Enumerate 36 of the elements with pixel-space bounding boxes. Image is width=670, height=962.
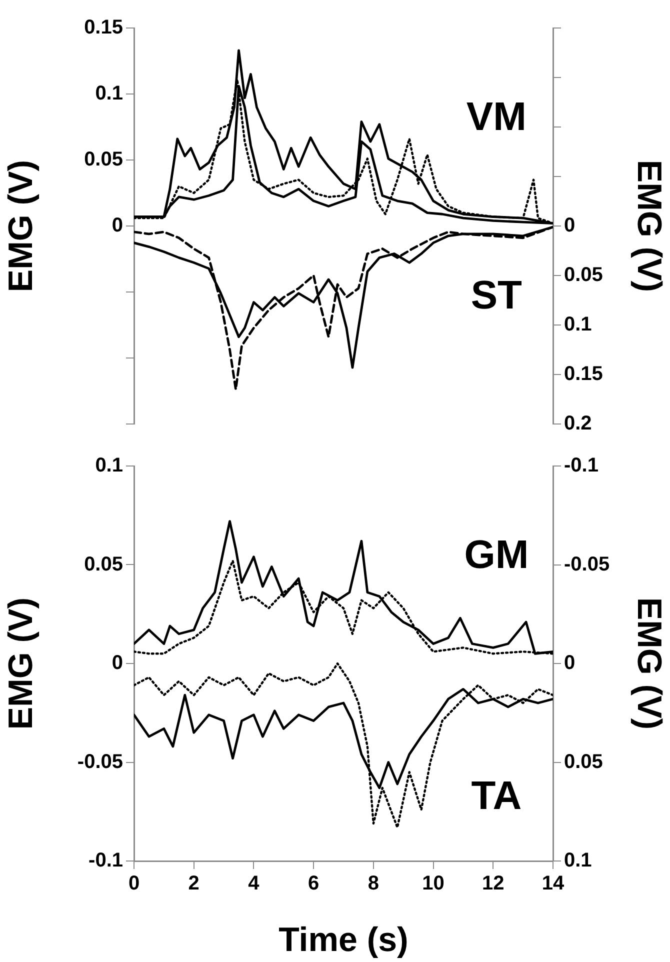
series-label: GM bbox=[464, 532, 529, 577]
y2-tick-label: -0.05 bbox=[564, 553, 610, 576]
x-tick-label: 8 bbox=[368, 872, 379, 895]
y2-tick-label: 0 bbox=[564, 214, 576, 237]
y-tick-label: 0.1 bbox=[95, 82, 123, 105]
series-label: TA bbox=[471, 774, 522, 818]
x-tick-label: 6 bbox=[308, 872, 320, 895]
x-tick-label: 10 bbox=[422, 872, 444, 895]
y-tick-label: 0.1 bbox=[95, 454, 123, 477]
x-tick-label: 4 bbox=[248, 872, 260, 895]
y-axis-title: EMG (V) bbox=[2, 597, 40, 730]
y2-tick-label: 0.2 bbox=[564, 412, 592, 435]
y2-tick-label: 0 bbox=[564, 652, 576, 674]
x-tick-label: 0 bbox=[128, 872, 140, 895]
y2-tick-label: 0.1 bbox=[564, 314, 592, 336]
series-label: ST bbox=[470, 273, 522, 318]
series-label: VM bbox=[466, 95, 526, 140]
y-tick-label: 0.05 bbox=[84, 148, 123, 171]
y-tick-label: 0 bbox=[112, 214, 123, 237]
x-tick-label: 2 bbox=[188, 872, 200, 895]
y-tick-label: -0.1 bbox=[88, 850, 123, 872]
y2-tick-label: -0.1 bbox=[564, 454, 598, 477]
y2-tick-label: 0.05 bbox=[564, 750, 603, 773]
y-tick-label: -0.05 bbox=[77, 750, 123, 773]
y-tick-label: 0.05 bbox=[84, 553, 123, 576]
x-tick-label: 14 bbox=[542, 872, 565, 895]
y2-axis-title: EMG (V) bbox=[630, 160, 668, 292]
y2-tick-label: 0.15 bbox=[564, 363, 603, 386]
x-tick-label: 12 bbox=[482, 872, 504, 895]
y-tick-label: 0.15 bbox=[84, 16, 123, 39]
x-axis-title: Time (s) bbox=[278, 920, 408, 959]
y2-tick-label: 0.05 bbox=[564, 264, 603, 286]
y2-axis-title: EMG (V) bbox=[630, 597, 668, 730]
y-tick-label: 0 bbox=[112, 652, 123, 674]
y2-tick-label: 0.1 bbox=[564, 850, 592, 872]
y-axis-title: EMG (V) bbox=[2, 160, 40, 292]
